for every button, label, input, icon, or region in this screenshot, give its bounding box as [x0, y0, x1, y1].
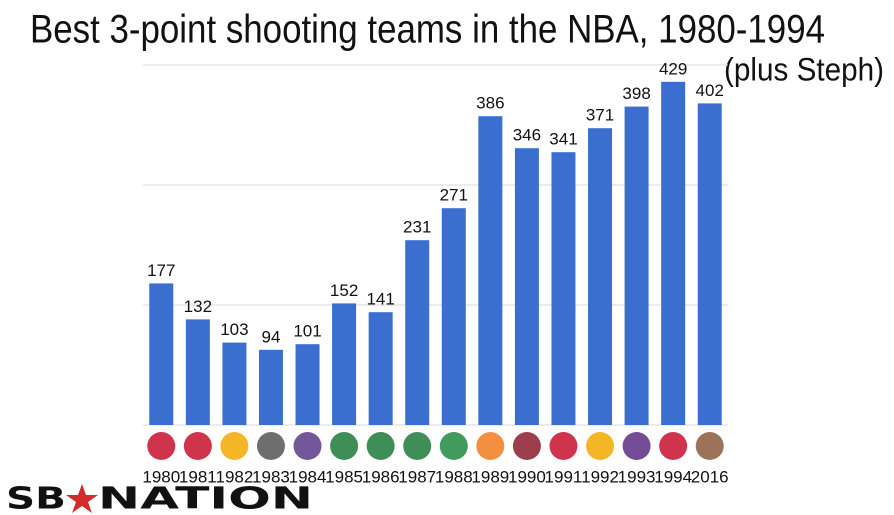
value-label: 152: [330, 281, 358, 300]
team-logo: [622, 432, 651, 460]
team-logo: [293, 432, 322, 460]
bar: [368, 312, 393, 425]
bar: [332, 303, 357, 425]
team-logo: [220, 432, 249, 460]
x-tick-label: 1988: [435, 467, 473, 486]
x-tick-label: 1992: [581, 467, 619, 486]
bar: [624, 106, 649, 425]
value-label: 429: [659, 59, 687, 78]
x-tick-label: 1991: [545, 467, 583, 486]
x-tick-label: 1987: [398, 467, 436, 486]
team-logo: [549, 432, 578, 460]
value-label: 94: [262, 327, 281, 346]
x-tick-label: 1990: [508, 467, 546, 486]
team-logo: [366, 432, 395, 460]
x-tick-label: 1989: [471, 467, 509, 486]
team-logo: [439, 432, 468, 460]
x-tick-label: 1983: [252, 467, 290, 486]
value-label: 177: [147, 261, 175, 280]
value-label: 341: [549, 130, 577, 149]
team-logo: [512, 432, 541, 460]
x-tick-label: 1984: [289, 467, 327, 486]
bar: [405, 240, 430, 425]
brand-text: NATION: [98, 482, 313, 515]
x-tick-label: 1982: [215, 467, 253, 486]
bar: [514, 148, 539, 425]
value-label: 103: [220, 320, 248, 339]
value-label: 386: [476, 94, 504, 113]
value-label: 402: [696, 81, 724, 100]
bar: [697, 103, 722, 426]
bar: [185, 319, 210, 425]
team-logo: [183, 432, 212, 460]
bar: [149, 283, 174, 425]
x-tick-label: 1981: [179, 467, 217, 486]
brand-text: SB: [6, 482, 66, 515]
bar: [441, 208, 466, 425]
team-logo: [659, 432, 688, 460]
value-label: 398: [622, 84, 650, 103]
value-label: 271: [440, 186, 468, 205]
brand-star: [66, 484, 98, 513]
chart-subtitle: (plus Steph): [724, 51, 884, 87]
bar: [222, 342, 247, 425]
bar: [258, 349, 283, 425]
team-logo: [403, 432, 432, 460]
bar: [588, 128, 613, 425]
value-label: 132: [184, 297, 212, 316]
x-tick-label: 1985: [325, 467, 363, 486]
value-label: 346: [513, 126, 541, 145]
team-logo: [256, 432, 285, 460]
x-tick-label: 1980: [142, 467, 180, 486]
team-logo: [476, 432, 505, 460]
value-label: 101: [293, 322, 321, 341]
value-label: 141: [366, 290, 394, 309]
team-logo: [695, 432, 724, 460]
team-logo: [147, 432, 176, 460]
value-label: 371: [586, 106, 614, 125]
bar: [295, 344, 320, 425]
chart-title: Best 3-point shooting teams in the NBA, …: [30, 8, 825, 52]
value-label: 231: [403, 218, 431, 237]
x-tick-label: 2016: [691, 467, 729, 486]
bar: [478, 116, 503, 425]
x-tick-label: 1994: [654, 467, 692, 486]
team-logo: [330, 432, 359, 460]
x-tick-label: 1986: [362, 467, 400, 486]
bar: [661, 81, 686, 426]
brand-logo: SB NATION: [6, 482, 313, 515]
x-tick-label: 1993: [618, 467, 656, 486]
team-logo: [586, 432, 615, 460]
bar: [551, 152, 576, 425]
